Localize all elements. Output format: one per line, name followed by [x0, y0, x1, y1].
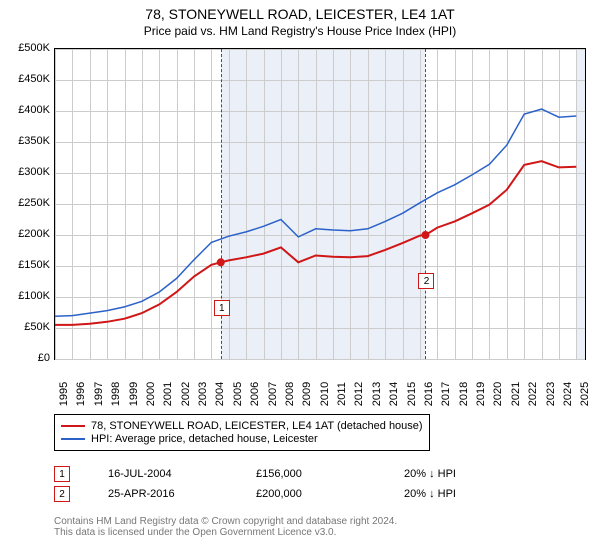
legend: 78, STONEYWELL ROAD, LEICESTER, LE4 1AT …	[54, 414, 430, 451]
y-tick-label: £0	[2, 352, 50, 364]
legend-label: HPI: Average price, detached house, Leic…	[91, 433, 318, 445]
x-tick-label: 2001	[162, 382, 174, 406]
event-price: £156,000	[256, 468, 366, 480]
x-tick-label: 1997	[93, 382, 105, 406]
x-tick-label: 2011	[336, 382, 348, 406]
chart-svg	[55, 49, 585, 359]
x-tick-label: 2010	[319, 382, 331, 406]
y-tick-label: £100K	[2, 290, 50, 302]
series-property	[55, 161, 576, 325]
chart-container: 78, STONEYWELL ROAD, LEICESTER, LE4 1AT …	[0, 0, 600, 560]
x-tick-label: 2007	[267, 382, 279, 406]
y-tick-label: £350K	[2, 135, 50, 147]
event-note: 20% ↓ HPI	[404, 488, 514, 500]
plot-area: 12	[54, 48, 586, 360]
event-price: £200,000	[256, 488, 366, 500]
event-point	[421, 231, 429, 239]
chart-title: 78, STONEYWELL ROAD, LEICESTER, LE4 1AT	[0, 0, 600, 22]
x-tick-label: 2016	[423, 382, 435, 406]
x-tick-label: 2012	[353, 382, 365, 406]
y-tick-label: £200K	[2, 228, 50, 240]
chart-subtitle: Price paid vs. HM Land Registry's House …	[0, 22, 600, 38]
x-tick-label: 2023	[545, 382, 557, 406]
legend-item: HPI: Average price, detached house, Leic…	[61, 433, 423, 445]
event-row: 2 25-APR-2016 £200,000 20% ↓ HPI	[54, 486, 514, 502]
legend-swatch	[61, 438, 85, 440]
x-tick-label: 2000	[145, 382, 157, 406]
x-tick-label: 2020	[492, 382, 504, 406]
x-tick-label: 1999	[128, 382, 140, 406]
x-tick-label: 2004	[214, 382, 226, 406]
x-tick-label: 2005	[232, 382, 244, 406]
x-tick-label: 2022	[527, 382, 539, 406]
x-tick-label: 2014	[388, 382, 400, 406]
x-tick-label: 1995	[58, 382, 70, 406]
x-tick-label: 2025	[579, 382, 591, 406]
y-tick-label: £50K	[2, 321, 50, 333]
x-tick-label: 2017	[440, 382, 452, 406]
event-row-badge: 1	[54, 466, 70, 482]
event-badge-1: 1	[214, 300, 230, 316]
x-tick-label: 2002	[180, 382, 192, 406]
event-point	[217, 258, 225, 266]
y-tick-label: £450K	[2, 73, 50, 85]
x-tick-label: 2013	[371, 382, 383, 406]
x-tick-label: 2019	[475, 382, 487, 406]
series-hpi	[55, 109, 576, 316]
footnote-line: Contains HM Land Registry data © Crown c…	[54, 516, 397, 527]
x-tick-label: 2003	[197, 382, 209, 406]
event-note: 20% ↓ HPI	[404, 468, 514, 480]
legend-item: 78, STONEYWELL ROAD, LEICESTER, LE4 1AT …	[61, 420, 423, 432]
footnote: Contains HM Land Registry data © Crown c…	[54, 516, 397, 538]
x-tick-label: 2009	[301, 382, 313, 406]
x-tick-label: 1998	[110, 382, 122, 406]
x-tick-label: 2024	[562, 382, 574, 406]
x-tick-label: 2018	[458, 382, 470, 406]
footnote-line: This data is licensed under the Open Gov…	[54, 527, 397, 538]
event-date: 16-JUL-2004	[108, 468, 218, 480]
event-badge-2: 2	[418, 273, 434, 289]
x-tick-label: 2006	[249, 382, 261, 406]
events-table: 1 16-JUL-2004 £156,000 20% ↓ HPI 2 25-APR-201…	[54, 462, 514, 506]
x-tick-label: 2021	[510, 382, 522, 406]
x-tick-label: 2015	[406, 382, 418, 406]
y-tick-label: £400K	[2, 104, 50, 116]
y-tick-label: £250K	[2, 197, 50, 209]
gridline-h	[55, 359, 585, 360]
y-tick-label: £500K	[2, 42, 50, 54]
x-tick-label: 2008	[284, 382, 296, 406]
legend-label: 78, STONEYWELL ROAD, LEICESTER, LE4 1AT …	[91, 420, 423, 432]
y-tick-label: £300K	[2, 166, 50, 178]
event-row: 1 16-JUL-2004 £156,000 20% ↓ HPI	[54, 466, 514, 482]
event-row-badge: 2	[54, 486, 70, 502]
x-tick-label: 1996	[75, 382, 87, 406]
y-tick-label: £150K	[2, 259, 50, 271]
legend-swatch	[61, 425, 85, 427]
event-date: 25-APR-2016	[108, 488, 218, 500]
